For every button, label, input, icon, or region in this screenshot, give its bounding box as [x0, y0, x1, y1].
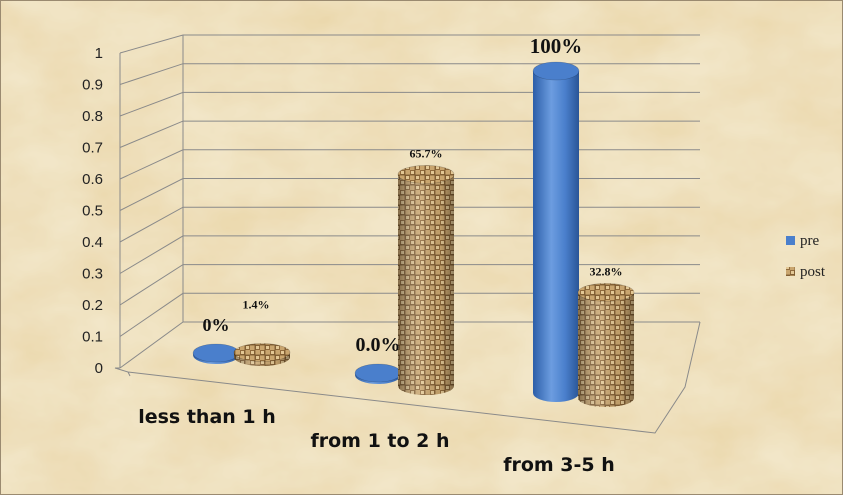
pre-bar-cap: [532, 61, 580, 81]
y-tick-label: 0.3: [82, 266, 103, 283]
floor-outline: [114, 321, 701, 434]
pre-bar-body: [533, 71, 579, 402]
post-bar: [577, 283, 635, 407]
legend-label-post: post: [800, 264, 826, 280]
y-tick-label: 0.8: [82, 108, 103, 125]
y-tick-label: 0.9: [82, 77, 103, 94]
pre-bar-cap: [354, 363, 402, 383]
category-label: from 3-5 h: [503, 454, 615, 476]
post-bar-cap: [233, 343, 291, 362]
legend-label-pre: pre: [800, 233, 819, 249]
y-tick-label: 0.1: [82, 329, 103, 346]
post-bar-shading: [578, 292, 634, 407]
legend: pre post: [786, 233, 826, 280]
category-label: from 1 to 2 h: [310, 430, 449, 452]
post-bar: [233, 343, 291, 366]
y-tick-label: 0.2: [82, 297, 103, 314]
post-bar-cap: [577, 283, 635, 302]
y-tick-label: 0.4: [82, 234, 103, 251]
legend-swatch-pre: [786, 236, 795, 245]
y-tick-label: 0.5: [82, 203, 103, 220]
y-tick-label: 0: [95, 360, 103, 377]
bar-layer: [192, 61, 635, 407]
category-axis: less than 1 h from 1 to 2 h from 3-5 h: [138, 406, 615, 476]
category-label: less than 1 h: [138, 406, 276, 428]
data-label-pre: 0.0%: [356, 334, 401, 356]
pre-bar: [354, 363, 402, 384]
post-bar: [397, 165, 455, 395]
legend-swatch-post: [786, 267, 795, 276]
y-axis-ticks: 0 0.1 0.2 0.3 0.4 0.5 0.6 0.7 0.8 0.9 1: [82, 45, 103, 377]
grid-layer: [114, 34, 701, 434]
pre-bar-cap: [192, 343, 240, 363]
y-tick-label: 1: [95, 45, 103, 62]
y-tick-label: 0.7: [82, 140, 103, 157]
post-bar-cap: [397, 165, 455, 184]
data-label-post: 1.4%: [243, 297, 270, 311]
data-label-post: 32.8%: [590, 264, 623, 278]
data-label-layer: 0% 1.4% 0.0% 65.7% 100% 32.8%: [203, 34, 623, 356]
pre-bar: [532, 61, 580, 402]
data-label-pre: 100%: [530, 34, 583, 58]
y-tick-label: 0.6: [82, 171, 103, 188]
pre-bar: [192, 343, 240, 364]
data-label-pre: 0%: [203, 315, 230, 335]
floor-edge: [127, 371, 131, 377]
data-label-post: 65.7%: [410, 146, 443, 160]
post-bar-shading: [398, 174, 454, 395]
